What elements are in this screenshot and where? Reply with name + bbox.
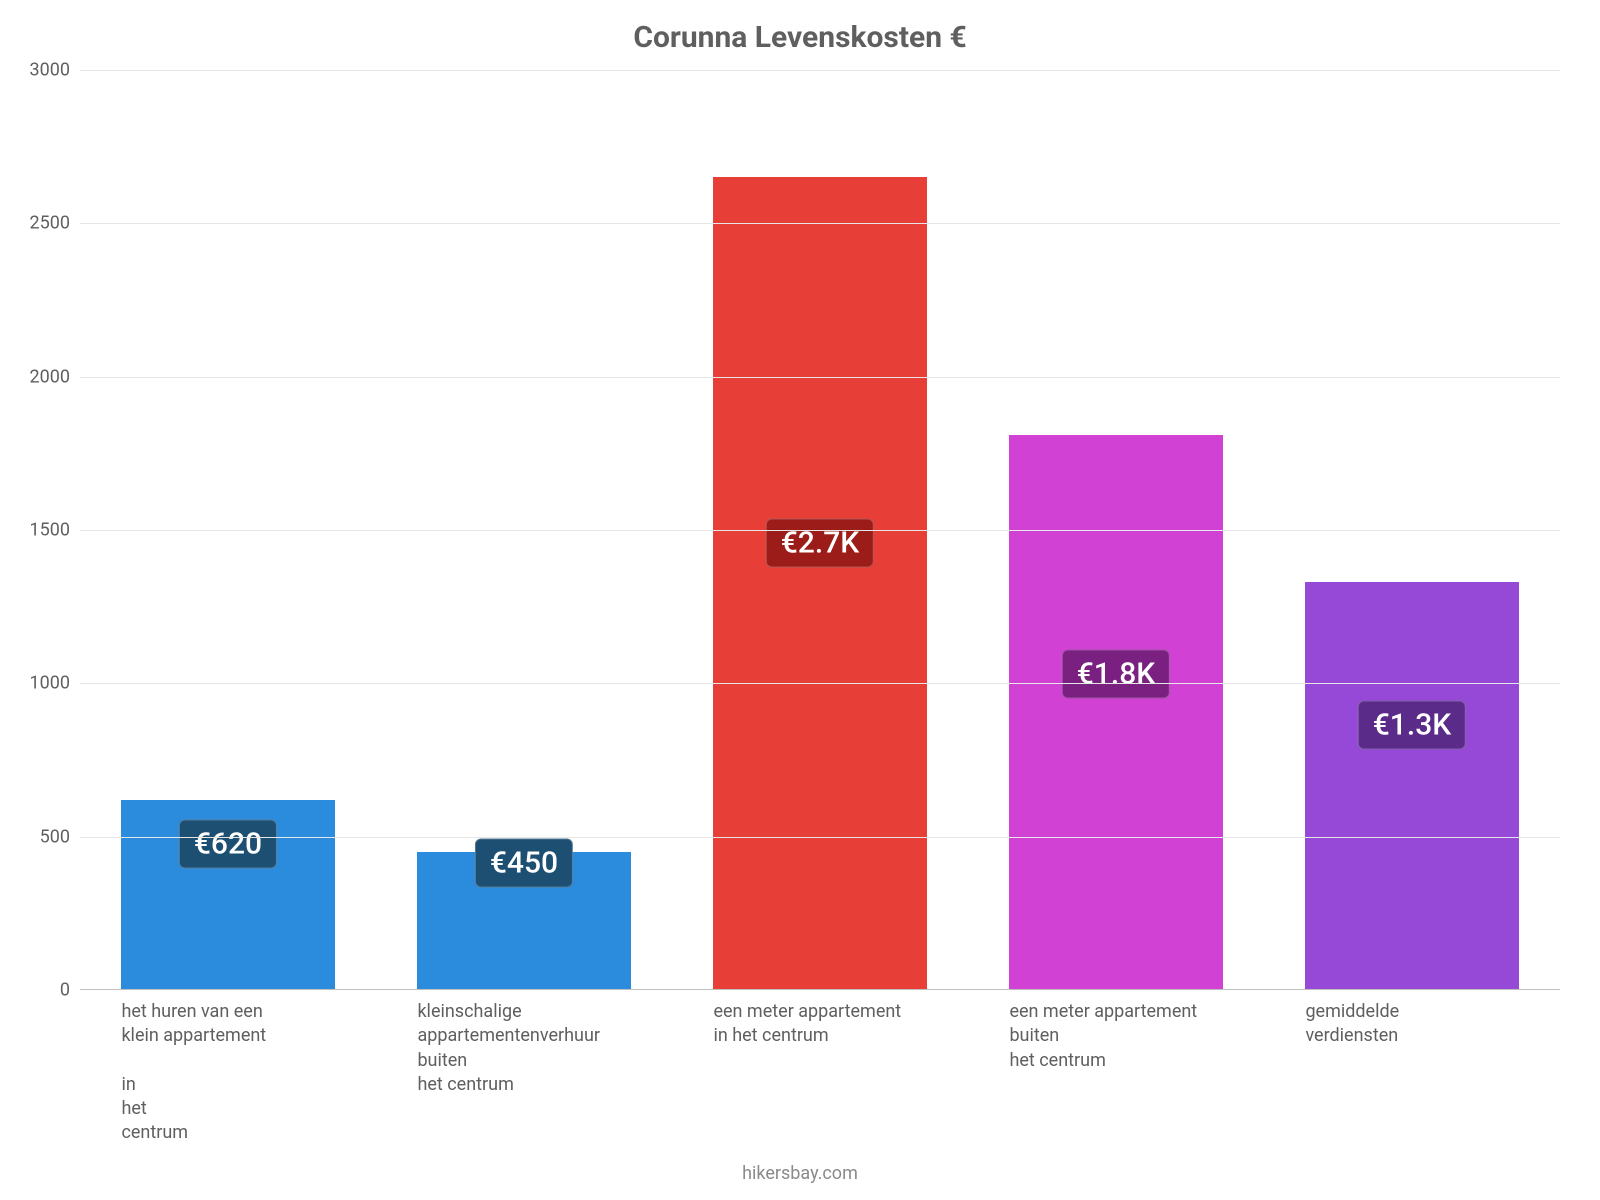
gridline	[80, 530, 1560, 531]
value-badge: €620	[179, 819, 277, 868]
value-badge: €1.8K	[1062, 649, 1170, 698]
x-axis-label: kleinschalige appartementenverhuur buite…	[417, 1000, 630, 1097]
value-badge: €1.3K	[1358, 700, 1466, 749]
gridline	[80, 223, 1560, 224]
y-tick-label: 3000	[10, 60, 70, 81]
x-axis-label: een meter appartement in het centrum	[713, 1000, 926, 1049]
x-axis-label: een meter appartement buiten het centrum	[1009, 1000, 1222, 1073]
bar: €2.7K	[713, 177, 926, 990]
gridline	[80, 837, 1560, 838]
x-axis-baseline	[80, 989, 1560, 990]
bar: €1.8K	[1009, 435, 1222, 990]
plot-area: 050010001500200025003000 €620€450€2.7K€1…	[80, 70, 1560, 990]
bar: €620	[121, 800, 334, 990]
value-badge: €2.7K	[766, 519, 874, 568]
bar: €450	[417, 852, 630, 990]
y-tick-label: 1000	[10, 673, 70, 694]
y-tick-label: 0	[10, 980, 70, 1001]
chart-title: Corunna Levenskosten €	[0, 20, 1600, 55]
gridline	[80, 377, 1560, 378]
x-axis-label: gemiddelde verdiensten	[1305, 1000, 1518, 1049]
chart-container: Corunna Levenskosten € 0 500 1000 1500 2000 2…	[0, 0, 1600, 1200]
y-tick-label: 500	[10, 826, 70, 847]
value-badge: €450	[475, 839, 573, 888]
bar: €1.3K	[1305, 582, 1518, 990]
y-tick-label: 2000	[10, 366, 70, 387]
gridline	[80, 70, 1560, 71]
y-tick-label: 1500	[10, 520, 70, 541]
y-tick-label: 2500	[10, 213, 70, 234]
x-axis-label: het huren van een klein appartement in h…	[121, 1000, 334, 1146]
source-label: hikersbay.com	[0, 1163, 1600, 1184]
gridline	[80, 683, 1560, 684]
